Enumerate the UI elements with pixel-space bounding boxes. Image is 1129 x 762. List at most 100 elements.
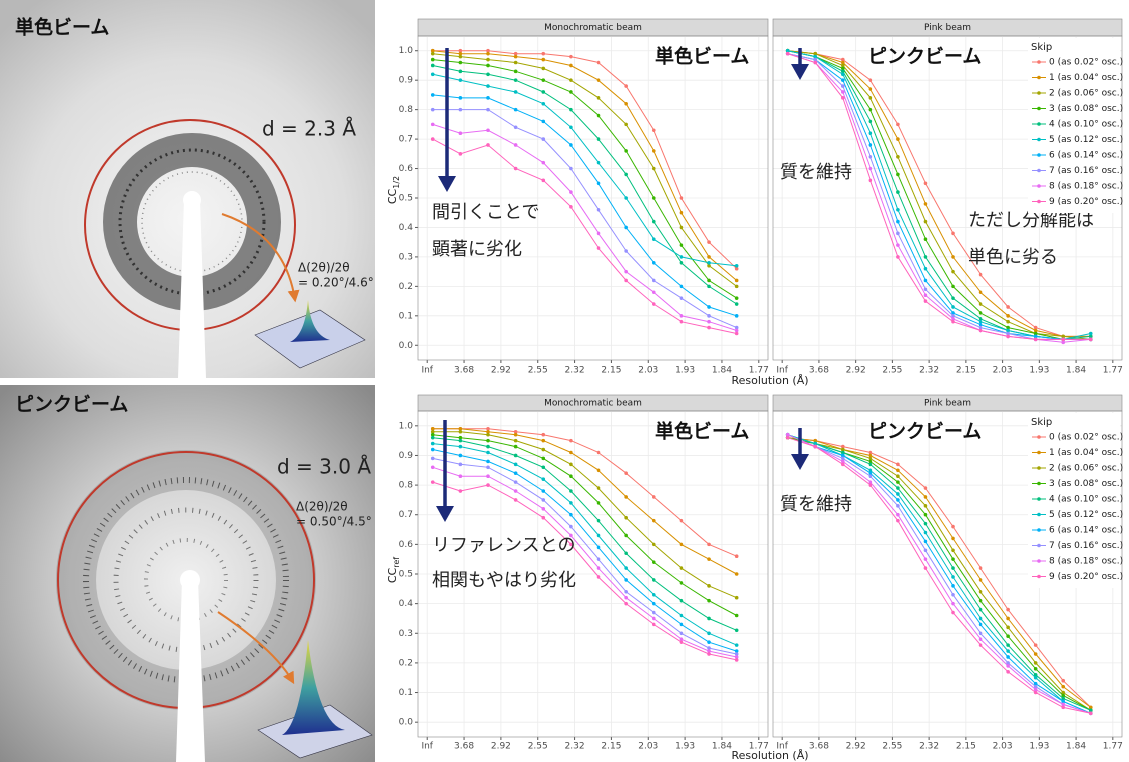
- data-point: [896, 504, 900, 508]
- data-point: [596, 137, 601, 141]
- data-point: [624, 566, 628, 570]
- data-point: [513, 78, 518, 82]
- x-tick-label: 2.55: [528, 366, 548, 376]
- data-point: [541, 178, 546, 183]
- data-point: [923, 287, 928, 292]
- legend-label: 6 (as 0.14° osc.): [1049, 151, 1123, 161]
- data-point: [679, 314, 684, 318]
- data-point: [868, 143, 873, 147]
- data-point: [541, 51, 546, 56]
- data-point: [679, 640, 684, 644]
- data-point: [734, 649, 739, 653]
- data-point: [679, 518, 684, 523]
- x-tick-label: 2.15: [601, 742, 621, 752]
- data-point: [513, 453, 518, 458]
- data-point: [569, 524, 573, 529]
- diffraction-image-mono: 単色ビーム d = 2.3 Å Δ(2θ)/2θ = 0.20°/4.6°: [0, 0, 375, 378]
- data-point: [978, 637, 983, 641]
- data-point: [541, 90, 546, 94]
- data-point: [569, 438, 573, 443]
- data-point: [1088, 711, 1093, 716]
- data-point: [896, 172, 900, 177]
- data-point: [651, 592, 656, 597]
- data-point: [624, 495, 628, 499]
- data-point: [951, 319, 955, 324]
- data-point: [513, 143, 518, 147]
- series-line: [432, 466, 737, 658]
- data-point: [679, 296, 684, 300]
- annotation: 質を維持: [780, 494, 852, 515]
- y-axis-label: CCref: [386, 557, 401, 583]
- legend-label: 4 (as 0.10° osc.): [1049, 495, 1123, 505]
- x-tick-label: 1.84: [712, 366, 732, 376]
- series-line: [432, 94, 737, 317]
- data-point: [978, 325, 983, 330]
- beam-label: ピンクビーム: [868, 421, 981, 443]
- series-line: [787, 437, 1091, 714]
- legend-key-point: [1037, 199, 1041, 204]
- series-line: [432, 481, 737, 661]
- data-point: [569, 125, 573, 130]
- x-tick-label: 2.32: [565, 366, 585, 376]
- data-point: [868, 480, 873, 484]
- data-point: [1033, 643, 1038, 647]
- y-tick-label: 0.0: [399, 718, 414, 728]
- y-tick-label: 0.9: [399, 451, 414, 461]
- data-point: [486, 474, 490, 479]
- data-point: [430, 63, 435, 68]
- data-point: [458, 54, 463, 59]
- diffraction-spots: [113, 507, 259, 653]
- data-point: [513, 51, 518, 56]
- annotation: リファレンスとの: [432, 535, 575, 556]
- legend-label: 2 (as 0.06° osc.): [1049, 464, 1123, 474]
- data-point: [458, 435, 463, 440]
- data-point: [430, 48, 435, 53]
- data-point: [458, 426, 463, 431]
- data-point: [430, 122, 435, 127]
- x-tick-label: Inf: [421, 742, 433, 752]
- data-point: [707, 305, 711, 309]
- data-point: [513, 54, 518, 59]
- data-point: [1088, 705, 1093, 710]
- data-point: [707, 263, 711, 268]
- data-point: [978, 319, 983, 324]
- series-line: [787, 434, 1091, 711]
- data-point: [868, 78, 873, 82]
- legend-key-point: [1037, 528, 1041, 532]
- data-point: [951, 269, 955, 274]
- x-tick-label: 2.55: [882, 366, 902, 376]
- data-point: [1006, 314, 1010, 318]
- delta-value: = 0.20°/4.6°: [298, 276, 374, 290]
- data-point: [1088, 337, 1093, 342]
- x-tick-label: 1.84: [1066, 366, 1086, 376]
- data-point: [707, 240, 711, 244]
- data-point: [569, 474, 573, 479]
- y-tick-label: 0.3: [399, 629, 413, 639]
- y-tick-label: 1.0: [399, 46, 414, 56]
- data-point: [458, 429, 463, 434]
- data-point: [951, 524, 955, 529]
- data-point: [1033, 331, 1038, 336]
- data-point: [430, 465, 435, 470]
- x-tick-label: 2.32: [919, 366, 939, 376]
- data-point: [734, 628, 739, 633]
- data-point: [923, 293, 928, 298]
- data-point: [513, 471, 518, 476]
- legend-key-point: [1037, 91, 1041, 95]
- data-point: [513, 429, 518, 434]
- data-point: [951, 592, 955, 597]
- data-point: [679, 255, 684, 259]
- data-point: [1061, 684, 1066, 689]
- y-axis-label: CC1/2: [386, 176, 401, 204]
- data-point: [868, 462, 873, 467]
- data-point: [734, 263, 739, 268]
- data-point: [513, 69, 518, 74]
- data-point: [458, 107, 463, 112]
- legend: Skip 0 (as 0.02° osc.) 1 (as 0.04° osc.) 2 …: [1028, 413, 1123, 588]
- series-line: [432, 50, 738, 281]
- data-point: [785, 432, 790, 437]
- legend-key-point: [1037, 60, 1041, 64]
- data-point: [868, 96, 873, 100]
- y-tick-label: 0.3: [399, 252, 413, 262]
- x-tick-label: 2.03: [638, 366, 658, 376]
